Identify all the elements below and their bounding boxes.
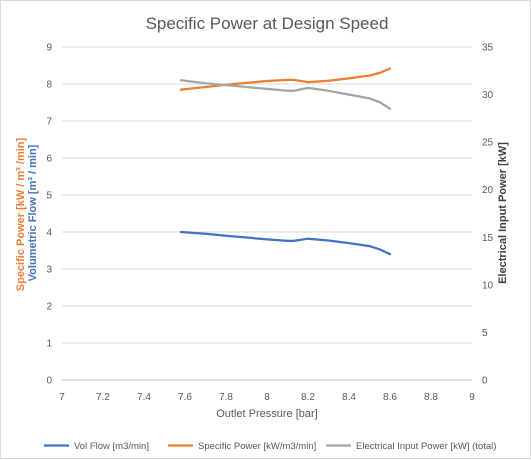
y-left-tick-label: 2: [46, 302, 52, 313]
x-tick-label: 7.6: [178, 392, 192, 403]
x-tick-label: 8.2: [301, 392, 315, 403]
x-tick-label: 7: [59, 392, 65, 403]
y-axis-left-title: Specific Power [kW / m³ /min] Volumetric…: [15, 135, 39, 291]
x-tick-label: 8.6: [383, 392, 397, 403]
legend: Vol Flow [m3/min] Specific Power [kW/m3/m…: [44, 441, 496, 452]
series-line-1: [179, 230, 392, 256]
y-right-tick-label: 0: [482, 376, 488, 387]
x-tick-label: 7.8: [219, 392, 233, 403]
x-tick-label: 9: [469, 392, 475, 403]
y-left-tick-label: 6: [46, 154, 52, 165]
y-left-tick-label: 0: [46, 376, 52, 387]
y-left-tick-label: 5: [46, 191, 52, 202]
y-right-tick-label: 15: [482, 233, 494, 244]
y-right-tick-label: 5: [482, 328, 488, 339]
y-left-tick-label: 1: [46, 339, 52, 350]
legend-label-2: Specific Power [kW/m3/min]: [198, 441, 316, 452]
series-layer: [179, 67, 392, 256]
x-tick-label: 7.4: [137, 392, 151, 403]
y-left-tick-label: 7: [46, 117, 52, 128]
y-left-tick-label: 3: [46, 265, 52, 276]
x-tick-label: 8.4: [342, 392, 356, 403]
series-line-3: [179, 79, 392, 110]
y-right-tick-label: 30: [482, 90, 494, 101]
y-right-tick-label: 10: [482, 280, 494, 291]
y-left-tick-label: 8: [46, 80, 52, 91]
legend-label-3: Electrical Input Power [kW] (total): [356, 441, 496, 452]
legend-label-1: Vol Flow [m3/min]: [74, 441, 149, 452]
x-tick-label: 8.8: [424, 392, 438, 403]
y-axis-left-title-volumetric-flow: Volumetric Flow [m³ / min]: [27, 144, 39, 281]
x-tick-label: 7.2: [96, 392, 110, 403]
y-axis-right-title: Electrical Input Power [kW]: [497, 142, 509, 284]
x-axis-title: Outlet Pressure [bar]: [216, 408, 318, 420]
y-right-tick-label: 20: [482, 185, 494, 196]
chart-title: Specific Power at Design Speed: [146, 14, 389, 33]
y-axis-left-title-specific-power: Specific Power [kW / m³ /min]: [15, 137, 27, 291]
y-left-tick-label: 9: [46, 43, 52, 54]
y-left-tick-label: 4: [46, 228, 52, 239]
y-right-tick-label: 25: [482, 138, 494, 149]
y-right-tick-label: 35: [482, 43, 494, 54]
x-tick-label: 8: [264, 392, 270, 403]
series-line-2: [179, 67, 392, 91]
grid-layer: [62, 46, 472, 381]
